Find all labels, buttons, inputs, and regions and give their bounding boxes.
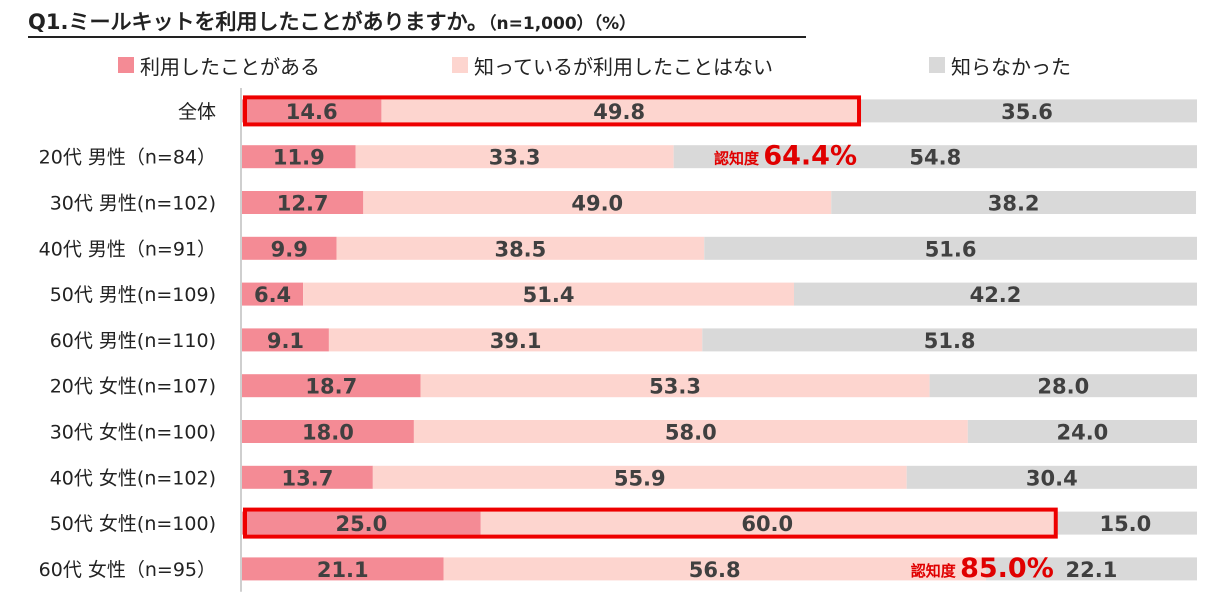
bar-unaware bbox=[985, 557, 1197, 581]
data-label-aware: 56.8 bbox=[689, 558, 741, 582]
legend-swatch-used bbox=[118, 57, 134, 73]
category-label: 全体 bbox=[178, 101, 216, 123]
category-label: 30代 男性(n=102) bbox=[50, 193, 216, 215]
data-label-used: 18.0 bbox=[302, 421, 354, 445]
category-label: 40代 男性（n=91） bbox=[39, 238, 216, 260]
data-label-aware: 51.4 bbox=[523, 283, 575, 307]
bar-unaware bbox=[831, 191, 1197, 214]
bar-unaware bbox=[702, 328, 1197, 352]
data-label-unaware: 30.4 bbox=[1026, 466, 1078, 490]
bar-unaware bbox=[857, 99, 1197, 123]
bar-unaware bbox=[673, 145, 1197, 169]
bar-aware bbox=[480, 511, 1054, 535]
legend-label-unaware: 知らなかった bbox=[951, 54, 1071, 79]
data-label-unaware: 38.2 bbox=[988, 192, 1040, 216]
category-label: 30代 女性(n=100) bbox=[50, 422, 216, 444]
chart-title-sub: （n=1,000）（%） bbox=[488, 14, 637, 34]
data-label-unaware: 35.6 bbox=[1001, 100, 1053, 124]
bar-used bbox=[242, 557, 444, 581]
data-label-used: 25.0 bbox=[335, 512, 387, 536]
data-label-aware: 55.9 bbox=[614, 466, 666, 490]
bar-used bbox=[242, 420, 414, 443]
bar-used bbox=[242, 465, 373, 489]
category-label: 20代 男性（n=84） bbox=[39, 147, 216, 169]
bar-aware bbox=[420, 374, 930, 398]
data-label-used: 14.6 bbox=[286, 100, 338, 124]
bar-used bbox=[242, 191, 364, 214]
bar-used bbox=[242, 328, 329, 352]
highlight-box bbox=[243, 95, 862, 127]
chart-title: Q1.ミールキットを利用したことがありますか。（n=1,000）（%） bbox=[28, 6, 636, 36]
data-label-unaware: 51.6 bbox=[925, 237, 977, 261]
highlight-box bbox=[243, 507, 1058, 539]
data-label-used: 18.7 bbox=[305, 375, 357, 399]
title-underline bbox=[28, 36, 806, 38]
bar-unaware bbox=[1053, 511, 1197, 535]
legend-item-unaware: 知らなかった bbox=[929, 50, 1071, 80]
data-label-aware: 39.1 bbox=[490, 329, 542, 353]
data-label-used: 9.9 bbox=[271, 237, 308, 261]
data-label-used: 12.7 bbox=[277, 192, 329, 216]
data-label-aware: 60.0 bbox=[741, 512, 793, 536]
data-label-used: 13.7 bbox=[282, 466, 334, 490]
legend-label-aware: 知っているが利用したことはない bbox=[474, 54, 773, 79]
data-label-unaware: 54.8 bbox=[909, 146, 961, 170]
bar-aware bbox=[372, 465, 907, 489]
bar-aware bbox=[381, 99, 858, 123]
bar-aware bbox=[336, 236, 705, 260]
bar-unaware bbox=[704, 236, 1197, 260]
bar-used bbox=[242, 282, 304, 306]
annotation-value: 64.4% bbox=[763, 141, 857, 172]
data-label-aware: 58.0 bbox=[665, 421, 717, 445]
bar-aware bbox=[328, 328, 703, 352]
category-label: 50代 女性(n=100) bbox=[50, 513, 216, 535]
legend-swatch-unaware bbox=[929, 57, 945, 73]
category-label: 60代 女性（n=95） bbox=[39, 559, 216, 581]
legend-item-aware: 知っているが利用したことはない bbox=[452, 50, 773, 80]
bar-aware bbox=[443, 557, 986, 581]
category-label: 50代 男性(n=109) bbox=[50, 284, 216, 306]
data-label-used: 6.4 bbox=[254, 283, 291, 307]
data-label-used: 9.1 bbox=[267, 329, 304, 353]
data-label-aware: 49.0 bbox=[571, 192, 623, 216]
legend-swatch-aware bbox=[452, 57, 468, 73]
annotation-value: 85.0% bbox=[960, 553, 1054, 584]
bar-used bbox=[242, 99, 382, 123]
bar-unaware bbox=[906, 465, 1197, 489]
data-label-used: 21.1 bbox=[317, 558, 369, 582]
category-label: 20代 女性(n=107) bbox=[50, 376, 216, 398]
data-label-unaware: 51.8 bbox=[924, 329, 976, 353]
bar-used bbox=[242, 374, 421, 398]
annotation-label: 認知度 bbox=[714, 150, 760, 168]
bar-used bbox=[242, 236, 337, 260]
data-label-used: 11.9 bbox=[273, 146, 325, 170]
data-label-unaware: 15.0 bbox=[1099, 512, 1151, 536]
data-label-aware: 38.5 bbox=[494, 237, 546, 261]
category-label: 60代 男性(n=110) bbox=[50, 330, 216, 352]
data-label-unaware: 22.1 bbox=[1066, 558, 1118, 582]
bar-aware bbox=[363, 191, 832, 214]
bar-used bbox=[242, 511, 481, 535]
bar-unaware bbox=[929, 374, 1197, 398]
legend-item-used: 利用したことがある bbox=[118, 50, 320, 80]
chart-title-main: Q1.ミールキットを利用したことがありますか。 bbox=[28, 10, 489, 34]
bar-unaware bbox=[793, 282, 1197, 306]
data-label-aware: 53.3 bbox=[649, 375, 701, 399]
data-label-aware: 33.3 bbox=[489, 146, 541, 170]
data-label-unaware: 28.0 bbox=[1037, 375, 1089, 399]
bar-aware bbox=[303, 282, 794, 306]
category-label: 40代 女性(n=102) bbox=[50, 467, 216, 489]
legend-label-used: 利用したことがある bbox=[140, 54, 320, 79]
bar-unaware bbox=[967, 420, 1197, 443]
data-label-unaware: 42.2 bbox=[970, 283, 1022, 307]
bar-used bbox=[242, 145, 356, 169]
data-label-unaware: 24.0 bbox=[1056, 421, 1108, 445]
bar-aware bbox=[413, 420, 968, 443]
annotation-label: 認知度 bbox=[911, 562, 957, 580]
bar-aware bbox=[355, 145, 674, 169]
data-label-aware: 49.8 bbox=[593, 100, 645, 124]
